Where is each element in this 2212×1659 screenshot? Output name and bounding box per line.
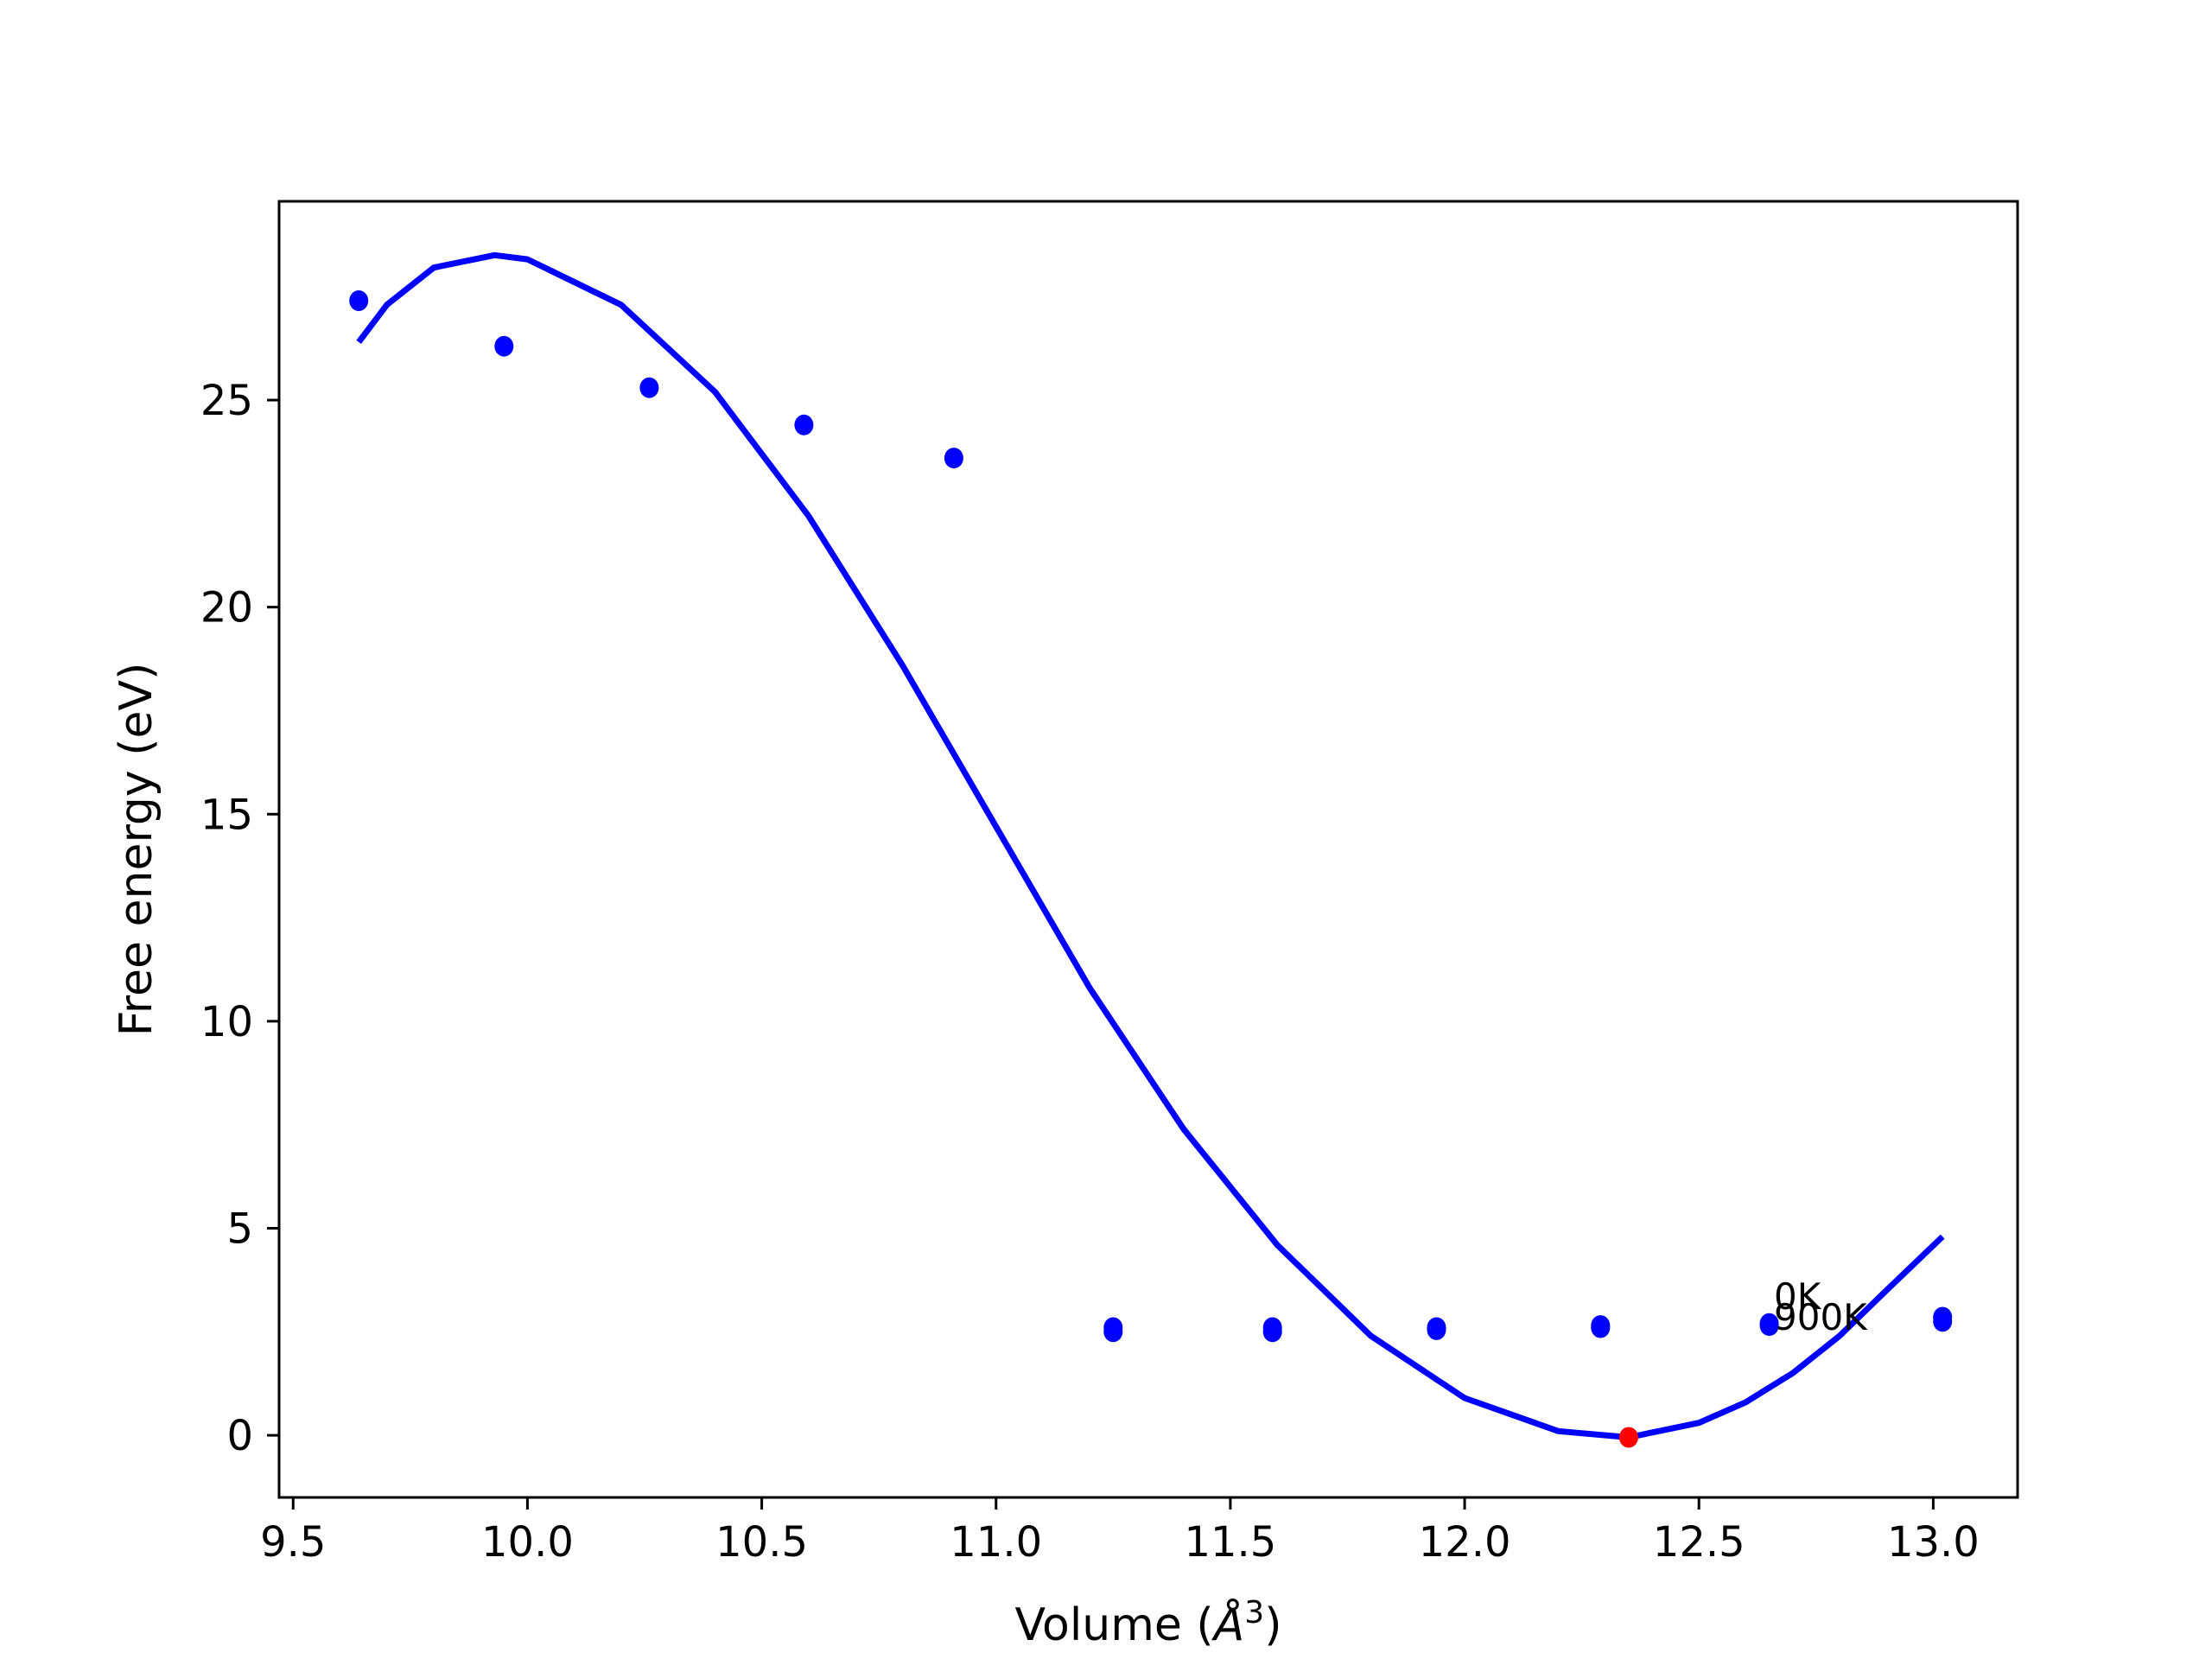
y-tick-label: 0: [226, 1412, 253, 1460]
temperature-annotation: 900K: [1774, 1296, 1868, 1338]
data-point: [944, 448, 963, 469]
minimum-point: [1618, 1427, 1638, 1448]
axes-frame: [277, 200, 2019, 1499]
x-tick-label: 13.0: [1887, 1518, 1980, 1567]
y-tick-label: 20: [200, 584, 253, 632]
x-axis-label: Volume (Å3): [1015, 1595, 1282, 1651]
x-axis-label-unit: Å: [1211, 1598, 1245, 1651]
x-tick-label: 10.5: [715, 1518, 808, 1567]
fit-curve-line: [356, 251, 1945, 1440]
x-axis-label-suffix: ): [1264, 1599, 1281, 1651]
data-point: [1103, 1317, 1123, 1338]
y-tick-label: 15: [200, 791, 253, 839]
x-tick-label: 11.0: [950, 1518, 1042, 1567]
data-point: [349, 290, 369, 311]
x-tick-label: 10.0: [481, 1518, 574, 1567]
data-point: [1933, 1306, 1953, 1328]
x-tick-label: 11.5: [1184, 1518, 1276, 1567]
data-point: [1427, 1317, 1446, 1338]
y-tick-label: 10: [200, 998, 253, 1046]
x-axis-label-power: 3: [1244, 1595, 1264, 1630]
y-axis-label: Free energy (eV): [111, 663, 162, 1037]
x-axis-ticks: 9.5 10.0 10.5 11.0 11.5 12.0 12.5 13.0: [260, 1497, 1980, 1567]
y-tick-label: 25: [200, 377, 253, 425]
data-point: [794, 414, 814, 435]
data-point: [1759, 1315, 1779, 1337]
x-tick-label: 9.5: [260, 1518, 326, 1567]
data-point: [494, 335, 514, 357]
data-point: [639, 377, 659, 398]
temperature-annotation: 0K: [1774, 1275, 1822, 1318]
x-axis-label-prefix: Volume (: [1015, 1599, 1214, 1651]
y-axis-ticks: 0 5 10 15 20 25: [200, 377, 279, 1460]
data-point: [1262, 1317, 1282, 1338]
y-tick-label: 5: [226, 1205, 253, 1253]
x-tick-label: 12.5: [1653, 1518, 1745, 1567]
data-point: [1591, 1315, 1611, 1337]
x-tick-label: 12.0: [1419, 1518, 1511, 1567]
